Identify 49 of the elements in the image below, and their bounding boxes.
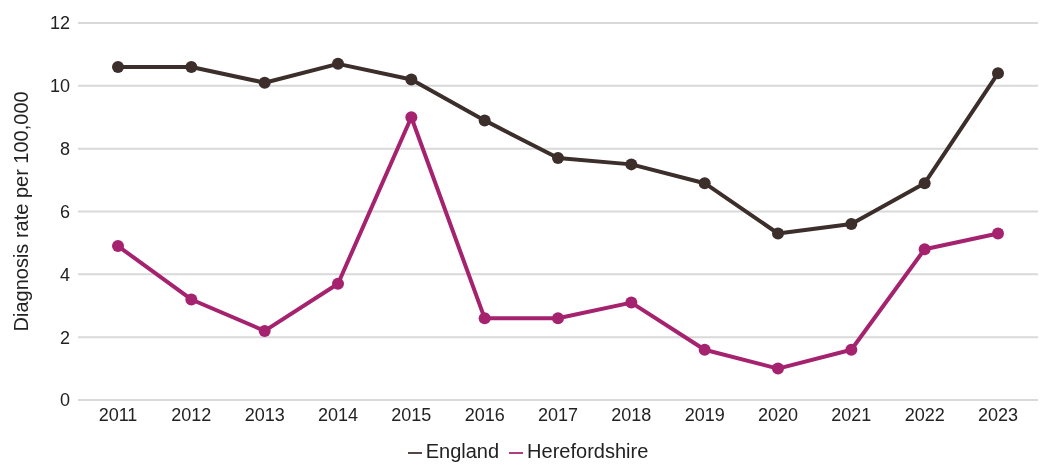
x-tick-label: 2018 <box>611 404 652 425</box>
x-tick-label: 2023 <box>977 404 1019 425</box>
x-tick-label: 2014 <box>317 404 359 425</box>
x-tick-label: 2015 <box>391 404 432 425</box>
x-tick-label: 2011 <box>98 404 138 425</box>
point <box>918 177 931 190</box>
point <box>918 243 931 256</box>
x-tick-label: 2019 <box>684 404 725 425</box>
x-tick-label: 2016 <box>464 404 505 425</box>
point <box>185 60 198 73</box>
point <box>112 60 124 73</box>
point <box>478 114 491 127</box>
point <box>698 343 711 356</box>
y-tick-label: 0 <box>59 390 70 411</box>
point <box>772 227 784 240</box>
point <box>258 76 271 89</box>
y-tick-label: 8 <box>59 139 70 160</box>
point <box>992 227 1004 240</box>
x-tick-label: 2020 <box>757 404 799 425</box>
point <box>405 111 418 124</box>
point <box>332 277 344 290</box>
point <box>845 343 858 356</box>
x-tick-label: 2022 <box>904 404 945 425</box>
point <box>992 67 1004 80</box>
y-tick-label: 12 <box>49 13 70 34</box>
point <box>332 57 344 70</box>
point <box>845 218 858 231</box>
point <box>772 362 784 375</box>
x-tick-label: 2017 <box>537 404 579 425</box>
point <box>698 177 711 190</box>
x-tick-label: 2012 <box>171 404 212 425</box>
x-tick-label: 2021 <box>831 404 872 425</box>
point <box>552 312 564 325</box>
x-tick-label: 2013 <box>244 404 285 425</box>
point <box>112 240 124 253</box>
y-axis-title: Diagnosis rate per 100,000 <box>10 91 33 332</box>
y-tick-label: 2 <box>59 327 70 348</box>
point <box>258 324 271 337</box>
y-tick-label: 4 <box>59 264 70 285</box>
legend-label: England <box>425 440 500 462</box>
y-tick-label: 6 <box>59 201 70 222</box>
point <box>552 152 564 165</box>
y-tick-label: 10 <box>49 76 70 97</box>
legend-label: Herefordshire <box>527 440 649 462</box>
point <box>185 293 198 306</box>
point <box>405 73 418 86</box>
point <box>625 296 638 309</box>
point <box>478 312 491 325</box>
point <box>625 158 638 171</box>
